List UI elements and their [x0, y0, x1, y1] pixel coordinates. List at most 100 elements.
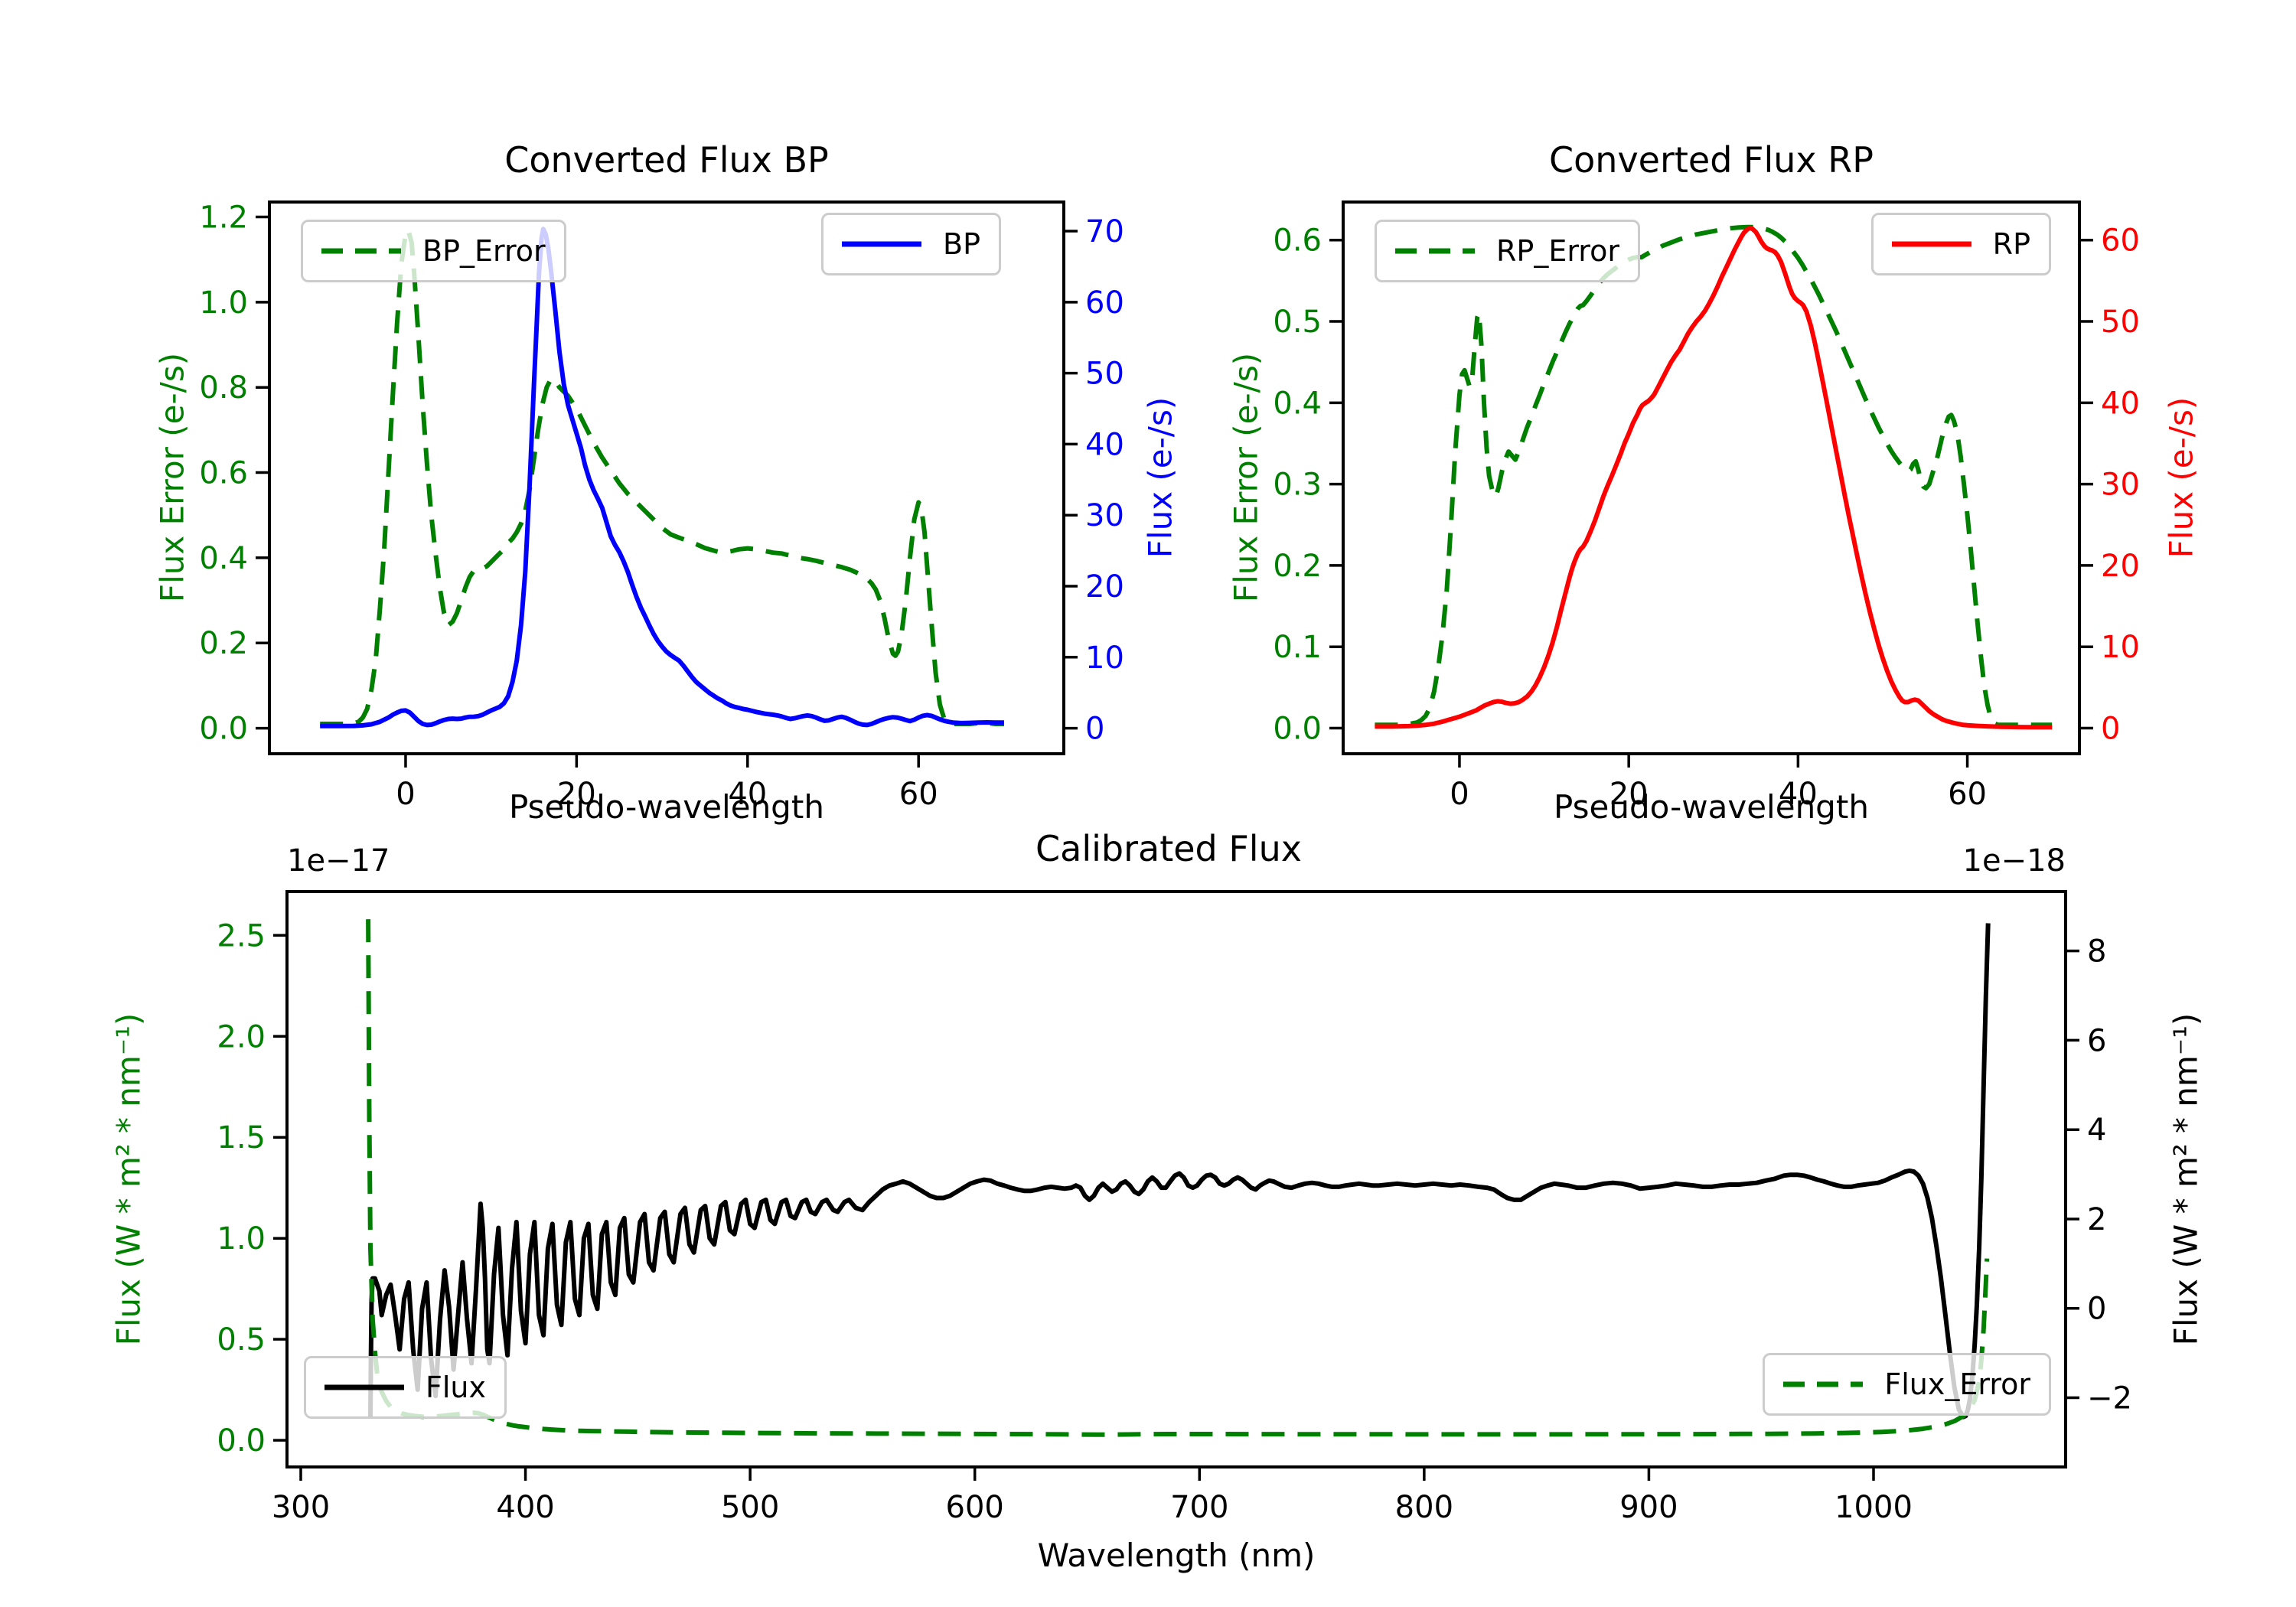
- svg-text:70: 70: [1085, 214, 1124, 249]
- cal-x-axis: 300 400 500 600 700 800 900 1000: [272, 1467, 1913, 1525]
- rp-axes-frame: [1342, 200, 2081, 755]
- cal-title: Calibrated Flux: [1035, 828, 1302, 869]
- svg-text:30: 30: [2101, 468, 2140, 503]
- svg-text:50: 50: [1085, 357, 1124, 392]
- bp-right-axis-label: Flux (e-/s): [1141, 396, 1179, 559]
- svg-text:50: 50: [2101, 305, 2140, 340]
- svg-text:0: 0: [2101, 712, 2120, 747]
- svg-text:0.4: 0.4: [1273, 386, 1322, 421]
- rp-series-RP_Error: [1375, 224, 2053, 728]
- svg-text:800: 800: [1395, 1490, 1453, 1525]
- rp-legend: RP: [1870, 213, 2051, 275]
- svg-text:1.0: 1.0: [199, 285, 248, 321]
- svg-text:20: 20: [557, 777, 596, 812]
- svg-text:0: 0: [396, 777, 415, 812]
- cal-right-axis-label: Flux (W * m² * nm⁻¹): [2167, 1012, 2205, 1346]
- cal-series-Flux_Error: [366, 919, 1990, 1437]
- bp-legend: BP: [821, 213, 1001, 275]
- bp-error-legend-label: BP_Error: [422, 234, 546, 268]
- svg-text:0.5: 0.5: [1273, 305, 1322, 340]
- svg-text:900: 900: [1619, 1490, 1678, 1525]
- svg-text:0: 0: [2087, 1292, 2106, 1327]
- cal-xaxis-label: Wavelength (nm): [1037, 1537, 1316, 1574]
- svg-text:20: 20: [1609, 777, 1649, 812]
- svg-text:1000: 1000: [1835, 1490, 1913, 1525]
- svg-text:0.1: 0.1: [1273, 630, 1322, 665]
- svg-text:500: 500: [721, 1490, 779, 1525]
- svg-text:6: 6: [2087, 1023, 2106, 1058]
- svg-text:20: 20: [1085, 569, 1124, 605]
- svg-text:60: 60: [1948, 777, 1987, 812]
- svg-text:8: 8: [2087, 934, 2106, 970]
- svg-text:30: 30: [1085, 498, 1124, 533]
- svg-text:700: 700: [1170, 1490, 1228, 1525]
- rp-error-legend-line-icon: [1395, 248, 1475, 254]
- rp-right-axis-label: Flux (e-/s): [2162, 396, 2200, 559]
- rp-series-RP: [1375, 225, 2053, 730]
- rp-legend-line-icon: [1891, 241, 1971, 247]
- svg-text:0: 0: [1450, 777, 1469, 812]
- bp-axes-frame: [268, 200, 1065, 755]
- svg-text:0.0: 0.0: [217, 1423, 266, 1459]
- bp-error-legend-line-icon: [321, 248, 401, 254]
- svg-text:0.3: 0.3: [1273, 468, 1322, 503]
- svg-text:60: 60: [2101, 223, 2140, 259]
- svg-text:300: 300: [272, 1490, 330, 1525]
- svg-text:1.5: 1.5: [217, 1120, 266, 1156]
- flux-error-legend: Flux_Error: [1763, 1353, 2051, 1416]
- svg-text:600: 600: [946, 1490, 1004, 1525]
- bp-title: Converted Flux BP: [504, 139, 829, 181]
- bp-panel: 0 20 40 60 0.0 0.2 0.4 0.6 0.8 1.0 1.2 0 10 20 30 40 50 6…: [199, 200, 1124, 812]
- flux-legend-line-icon: [325, 1384, 404, 1390]
- svg-text:40: 40: [728, 777, 767, 812]
- svg-text:0.2: 0.2: [1273, 549, 1322, 584]
- svg-text:400: 400: [496, 1490, 554, 1525]
- svg-text:1.2: 1.2: [199, 200, 248, 235]
- svg-text:−2: −2: [2087, 1381, 2132, 1416]
- bp-left-axis-label: Flux Error (e-/s): [153, 352, 191, 603]
- bp-series-BP_Error: [320, 227, 1004, 726]
- rp-title: Converted Flux RP: [1549, 139, 1874, 181]
- svg-text:40: 40: [2101, 386, 2140, 421]
- rp-panel: 0 20 40 60 0.0 0.1 0.2 0.3 0.4 0.5 0.6 0 10 20 30 40 50 6…: [1273, 200, 2140, 812]
- svg-text:0.2: 0.2: [199, 626, 248, 661]
- flux-error-legend-line-icon: [1783, 1381, 1864, 1387]
- cal-left-offset-text: 1e−17: [287, 843, 390, 878]
- svg-text:0: 0: [1085, 712, 1104, 747]
- bp-right-axis: 0 10 20 30 40 50 60 70: [1064, 214, 1124, 747]
- svg-text:20: 20: [2101, 549, 2140, 584]
- svg-text:0.0: 0.0: [199, 712, 248, 747]
- svg-text:60: 60: [1085, 285, 1124, 321]
- svg-text:10: 10: [1085, 641, 1124, 676]
- svg-text:2.0: 2.0: [217, 1019, 266, 1054]
- svg-text:0.6: 0.6: [199, 456, 248, 491]
- rp-x-axis: 0 20 40 60: [1450, 754, 1987, 812]
- svg-text:0.8: 0.8: [199, 370, 248, 406]
- svg-text:0.4: 0.4: [199, 541, 248, 576]
- svg-text:40: 40: [1779, 777, 1818, 812]
- svg-text:10: 10: [2101, 630, 2140, 665]
- bp-legend-label: BP: [943, 227, 980, 261]
- flux-legend-label: Flux: [426, 1371, 486, 1404]
- cal-right-axis: −2 0 2 4 6 8: [2066, 934, 2132, 1416]
- svg-text:0.5: 0.5: [217, 1322, 266, 1358]
- cal-right-offset-text: 1e−18: [1962, 843, 2066, 878]
- svg-text:2.5: 2.5: [217, 918, 266, 953]
- flux-legend: Flux: [304, 1356, 507, 1419]
- svg-text:1.0: 1.0: [217, 1221, 266, 1257]
- svg-text:2: 2: [2087, 1202, 2106, 1237]
- svg-text:4: 4: [2087, 1113, 2106, 1148]
- rp-legend-label: RP: [1992, 227, 2030, 261]
- bp-legend-line-icon: [842, 241, 922, 247]
- svg-text:40: 40: [1085, 427, 1124, 462]
- rp-xaxis-label: Pseudo-wavelength: [1554, 788, 1869, 826]
- svg-text:60: 60: [899, 777, 938, 812]
- bp-x-axis: 0 20 40 60: [396, 754, 938, 812]
- cal-panel: 300 400 500 600 700 800 900 1000 0.0 0.5 1.0 1.5 2.0…: [217, 890, 2132, 1525]
- cal-left-axis: 0.0 0.5 1.0 1.5 2.0 2.5: [217, 918, 287, 1459]
- rp-error-legend: RP_Error: [1375, 220, 1640, 282]
- svg-text:0.6: 0.6: [1273, 223, 1322, 259]
- cal-left-axis-label: Flux (W * m² * nm⁻¹): [109, 1012, 148, 1346]
